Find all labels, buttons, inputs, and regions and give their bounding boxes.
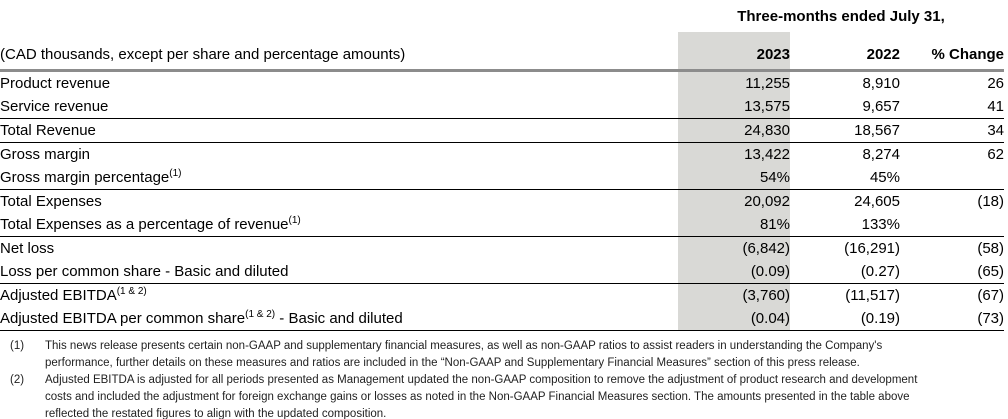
row-label: Loss per common share - Basic and dilute… [0, 263, 289, 280]
footnote-2-text: Adjusted EBITDA is adjusted for all peri… [45, 372, 1008, 419]
spacer-cell [0, 0, 678, 32]
value-pct-change: 34 [900, 118, 1005, 143]
value-2022: 45% [869, 169, 900, 186]
table-row-adjusted-ebitda: Adjusted EBITDA(1 & 2) (3,760) (11,517) … [0, 283, 1005, 307]
footnote-1-line-2: performance, further details on these me… [45, 357, 860, 369]
value-2022: 9,657 [862, 98, 900, 115]
value-2023: (0.09) [678, 260, 790, 284]
footnote-2-line-2: costs and included the adjustment for fo… [45, 391, 910, 403]
column-header-2023: 2023 [678, 32, 790, 72]
footnotes-section: (1) This news release presents certain n… [0, 338, 1008, 419]
table-row-product-revenue: Product revenue 11,255 8,910 26 [0, 70, 1005, 95]
value-pct-change [900, 166, 1004, 190]
value-2022: (0.27) [860, 263, 900, 280]
footnote-2: (2) Adjusted EBITDA is adjusted for all … [0, 372, 1008, 419]
footnote-2-label: (2) [10, 374, 25, 386]
row-label: Total Expenses [0, 189, 678, 213]
table-row-gross-margin: Gross margin 13,422 8,274 62 [0, 142, 1005, 166]
value-2022: (16,291) [790, 236, 900, 260]
period-header: Three-months ended July 31, [737, 7, 945, 25]
row-label: Service revenue [0, 98, 109, 115]
footnote-1: (1) This news release presents certain n… [0, 338, 1008, 372]
period-header-row: Three-months ended July 31, [0, 0, 1004, 32]
value-2023: 13,422 [678, 142, 790, 166]
row-label: Adjusted EBITDA(1 & 2) [0, 283, 678, 307]
value-2023: 81% [678, 213, 790, 237]
value-2022: 24,605 [790, 189, 900, 213]
table-caption: (CAD thousands, except per share and per… [0, 32, 678, 72]
value-2023: (6,842) [678, 236, 790, 260]
table-row-total-expenses: Total Expenses 20,092 24,605 (18) [0, 189, 1005, 213]
value-pct-change: (73) [900, 307, 1005, 331]
value-2022: 18,567 [790, 118, 900, 143]
value-pct-change: (67) [900, 283, 1005, 307]
footnote-ref: (1) [288, 215, 301, 226]
value-2022: (11,517) [790, 283, 900, 307]
value-2023: 13,575 [678, 95, 790, 119]
row-label: Adjusted EBITDA per common share(1 & 2) … [0, 307, 678, 331]
row-label: Total Revenue [0, 118, 678, 143]
value-2023: 54% [678, 166, 790, 190]
value-2023: 20,092 [678, 189, 790, 213]
row-label: Gross margin [0, 142, 678, 166]
value-pct-change: (18) [900, 189, 1005, 213]
footnote-2-line-3: reflected the restated figures to align … [45, 408, 387, 419]
footnote-1-line-1: This news release presents certain non-G… [45, 340, 883, 352]
footnote-ref: (1) [169, 168, 182, 179]
table-row-adjusted-ebitda-per-share: Adjusted EBITDA per common share(1 & 2) … [0, 307, 1005, 331]
footnote-2-line-1: Adjusted EBITDA is adjusted for all peri… [45, 374, 918, 386]
table-row-gross-margin-percentage: Gross margin percentage(1) 54% 45% [0, 166, 1004, 190]
row-label: Product revenue [0, 75, 111, 92]
value-2023: 24,830 [678, 118, 790, 143]
row-label: Total Expenses as a percentage of revenu… [0, 215, 301, 234]
value-2022: 133% [861, 216, 900, 233]
value-pct-change: (58) [900, 236, 1005, 260]
table-row-loss-per-share: Loss per common share - Basic and dilute… [0, 260, 1004, 284]
row-label: Gross margin percentage(1) [0, 168, 182, 187]
value-2022: 8,274 [790, 142, 900, 166]
table-row-total-expenses-percentage: Total Expenses as a percentage of revenu… [0, 213, 1004, 237]
value-pct-change: 62 [900, 142, 1005, 166]
value-2022: (0.19) [790, 307, 900, 331]
value-2022: 8,910 [862, 75, 900, 92]
value-pct-change: 26 [987, 75, 1005, 92]
value-pct-change: 41 [987, 98, 1005, 115]
row-label: Net loss [0, 236, 678, 260]
table-row-total-revenue: Total Revenue 24,830 18,567 34 [0, 118, 1005, 143]
table-row-service-revenue: Service revenue 13,575 9,657 41 [0, 95, 1004, 119]
footnote-1-text: This news release presents certain non-G… [45, 338, 1008, 372]
value-pct-change [900, 213, 1004, 237]
column-header-row: (CAD thousands, except per share and per… [0, 32, 1005, 72]
column-header-pct-change: % Change [900, 32, 1005, 72]
table-row-net-loss: Net loss (6,842) (16,291) (58) [0, 236, 1005, 260]
value-2023: 11,255 [678, 70, 790, 95]
footnote-ref: (1 & 2) [116, 286, 147, 297]
column-header-2022: 2022 [790, 32, 900, 72]
value-pct-change: (65) [977, 263, 1005, 280]
value-2023: (3,760) [678, 283, 790, 307]
financial-table: Three-months ended July 31, (CAD thousan… [0, 0, 1005, 331]
footnote-ref: (1 & 2) [245, 309, 276, 320]
value-2023: (0.04) [678, 307, 790, 331]
footnote-1-label: (1) [10, 340, 25, 352]
